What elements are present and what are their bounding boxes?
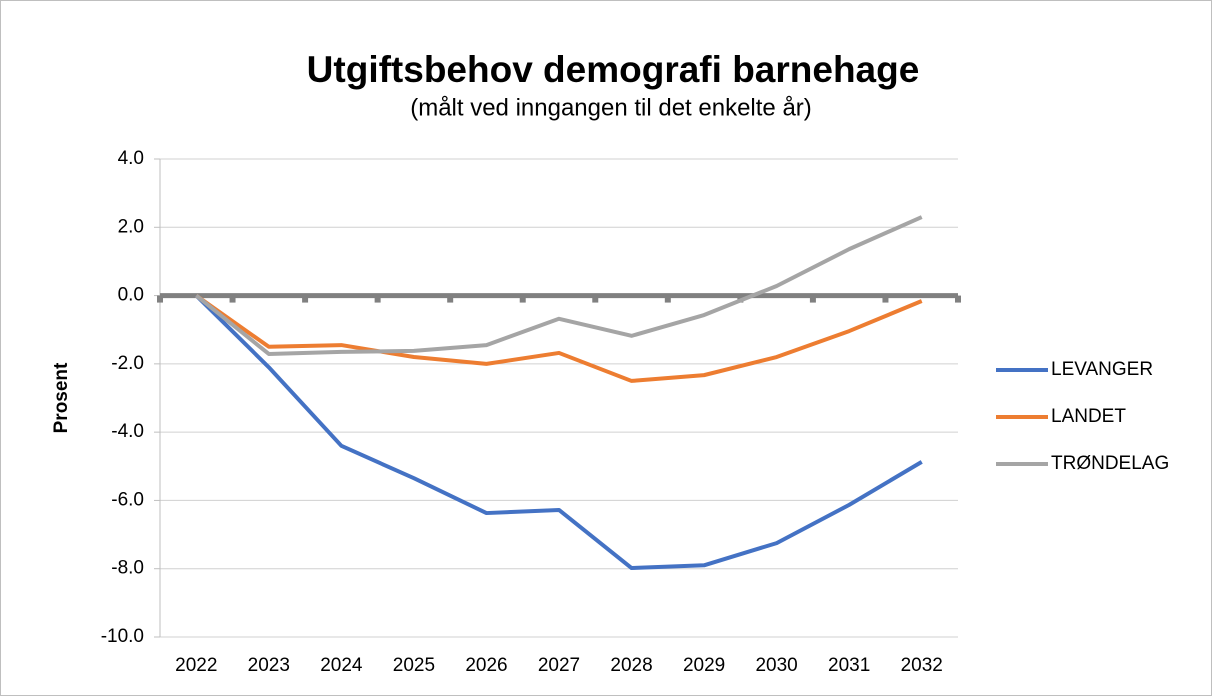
- x-tick-label: 2028: [610, 655, 652, 676]
- x-tick-label: 2029: [683, 655, 725, 676]
- y-tick-label: -8.0: [111, 558, 144, 579]
- y-tick-label: -4.0: [111, 421, 144, 442]
- y-tick-label: 4.0: [118, 148, 144, 169]
- y-tick-label: -2.0: [111, 353, 144, 374]
- x-tick-label: 2022: [175, 655, 217, 676]
- x-tick-label: 2032: [901, 655, 943, 676]
- x-tick-label: 2027: [538, 655, 580, 676]
- x-tick-mark: [519, 295, 526, 303]
- x-tick-mark: [302, 295, 309, 303]
- x-tick-mark: [157, 295, 163, 303]
- legend-label: LANDET: [1051, 406, 1126, 427]
- legend-label: LEVANGER: [1051, 359, 1153, 380]
- x-tick-label: 2025: [393, 655, 435, 676]
- y-tick-label: 0.0: [118, 285, 144, 306]
- x-tick-mark: [882, 295, 889, 303]
- x-tick-label: 2023: [248, 655, 290, 676]
- chart-title: Utgiftsbehov demografi barnehage: [307, 49, 920, 90]
- x-tick-mark: [955, 295, 961, 303]
- y-axis-title: Prosent: [51, 362, 72, 433]
- x-tick-label: 2026: [465, 655, 507, 676]
- x-tick-label: 2024: [320, 655, 363, 676]
- series-line: [195, 293, 923, 383]
- series-line: [194, 294, 923, 571]
- x-tick-mark: [809, 295, 816, 303]
- chart-subtitle: (målt ved inngangen til det enkelte år): [410, 94, 812, 121]
- legend-label: TRØNDELAG: [1051, 453, 1169, 474]
- x-tick-mark: [229, 295, 236, 303]
- x-tick-mark: [592, 295, 599, 303]
- x-tick-mark: [374, 295, 381, 303]
- x-tick-mark: [664, 295, 671, 303]
- y-tick-label: -6.0: [111, 489, 144, 510]
- x-tick-label: 2031: [828, 655, 870, 676]
- y-tick-label: 2.0: [118, 216, 144, 237]
- y-tick-label: -10.0: [101, 626, 144, 647]
- x-tick-mark: [447, 295, 454, 303]
- series-line: [195, 215, 923, 356]
- x-tick-label: 2030: [755, 655, 797, 676]
